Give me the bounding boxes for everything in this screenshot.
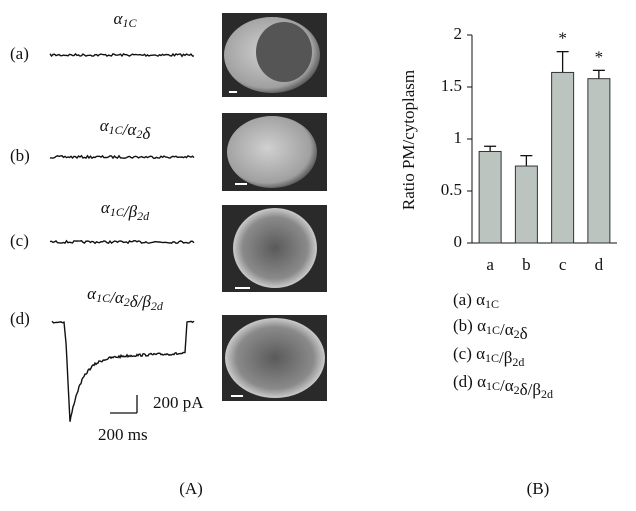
row-tag: (a) bbox=[10, 44, 29, 63]
panel-label: (A) bbox=[179, 479, 203, 498]
significance-mark: * bbox=[558, 29, 567, 48]
traces bbox=[49, 52, 195, 422]
legend-entry: (b) α1C/α2δ bbox=[453, 316, 528, 343]
row-tag: (d) bbox=[10, 309, 30, 328]
y-tick-label: 1.5 bbox=[441, 76, 462, 95]
y-tick-label: 0 bbox=[454, 232, 463, 251]
y-tick-label: 1 bbox=[454, 128, 463, 147]
x-tick-label: c bbox=[559, 255, 567, 274]
current-trace bbox=[51, 320, 195, 422]
scale-time: 200 ms bbox=[98, 425, 148, 444]
row-title: α1C/α2δ bbox=[100, 116, 152, 143]
current-trace bbox=[49, 154, 195, 160]
significance-mark: * bbox=[595, 47, 604, 66]
x-tick-label: b bbox=[522, 255, 531, 274]
current-trace bbox=[49, 52, 195, 58]
row-title: α1C bbox=[114, 9, 138, 30]
y-tick-label: 2 bbox=[454, 24, 463, 43]
legend-entry: (c) α1C/β2d bbox=[453, 344, 524, 369]
legend-entry: (d) α1C/α2δ/β2d bbox=[453, 372, 553, 401]
row-tag: (c) bbox=[10, 231, 29, 250]
bar bbox=[587, 78, 611, 244]
x-tick-label: a bbox=[486, 255, 494, 274]
row-tag: (b) bbox=[10, 146, 30, 165]
cell-images bbox=[222, 13, 327, 401]
legend-entry: (a) α1C bbox=[453, 290, 499, 311]
bar bbox=[478, 150, 502, 244]
row-title: α1C/β2d bbox=[101, 198, 150, 223]
panel-label: (B) bbox=[527, 479, 550, 498]
bar bbox=[514, 165, 538, 244]
bar bbox=[551, 71, 575, 244]
y-tick-label: 0.5 bbox=[441, 180, 462, 199]
scale-current: 200 pA bbox=[153, 393, 204, 412]
x-tick-label: d bbox=[595, 255, 604, 274]
y-axis-label: Ratio PM/cytoplasm bbox=[399, 70, 418, 210]
current-trace bbox=[49, 239, 195, 245]
row-title: α1C/α2δ/β2d bbox=[87, 284, 164, 313]
